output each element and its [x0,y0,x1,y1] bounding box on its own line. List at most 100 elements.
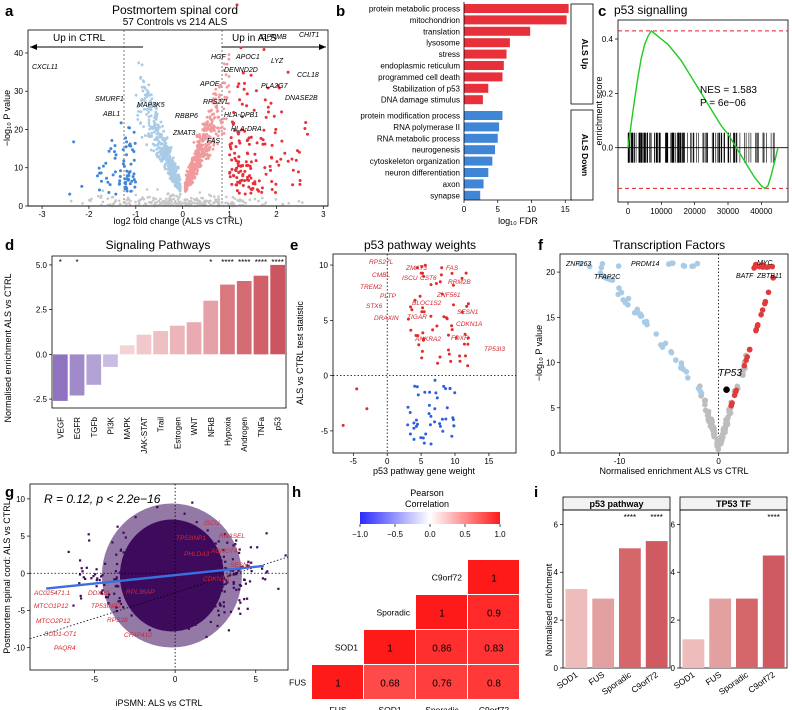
d-ytick-label: -2.5 [33,395,47,404]
g-density-cell [187,593,190,596]
volcano-point-sig-up [270,188,274,191]
g-density-cell [157,554,160,557]
volcano-point-up [187,183,191,186]
volcano-point-ns [233,197,237,200]
g-density-cell [217,540,220,543]
volcano-point-down [169,146,173,149]
i-xtick-label: C9orf72 [746,669,777,695]
volcano-point-ns [213,201,216,204]
volcano-point-down [175,178,179,182]
g-density-cell [163,604,166,607]
volcano-point-down [140,63,144,67]
h-col-label: FUS [330,705,347,710]
gene-gpnmb: GPNMB [261,34,287,41]
g-density-cell [222,605,225,608]
g-density-cell [207,574,210,578]
f-point-down [597,270,604,276]
g-density-cell [100,575,103,578]
g-density-cell [164,551,167,555]
g-density-cell [199,578,202,582]
volcano-point-sig-up [236,164,240,168]
g-density-cell [179,535,182,538]
volcano-point-ns [177,200,180,203]
panel-f-frame [559,253,789,454]
g-density-cell [246,597,249,600]
g-density-cell [184,558,187,561]
g-gene-iscu: ISCU [204,520,220,527]
volcano-point-sig-down [68,192,72,196]
g-density-cell [133,589,136,592]
g-density-cell [139,580,143,583]
d-bar [119,345,135,355]
volcano-point-ns [172,197,176,201]
h-cell-value: 0.8 [487,679,501,690]
g-density-cell [187,604,190,607]
panel-a-xlabel: log2 fold change (ALS vs CTRL) [113,216,242,226]
volcano-point-down [162,150,166,154]
g-density-cell [200,584,203,587]
volcano-point-sig-up [241,184,245,187]
volcano-point-up [186,174,189,177]
panel-f-title: Transcription Factors [613,238,725,252]
panel-c-ylabel: enrichment score [594,76,604,145]
volcano-point-sig-up [228,171,232,175]
g-ytick-label: 10 [16,495,25,504]
volcano-point-up [214,100,218,104]
volcano-point-sig-down [119,121,123,125]
g-density-cell [226,541,229,544]
e-point-down [406,423,410,427]
h-cell-value: 0.86 [432,644,452,655]
gene-zmat3: ZMAT3 [172,130,196,137]
g-density-cell [203,556,206,559]
panel-g-xlabel: iPSMN: ALS vs CTRL [115,698,202,708]
volcano-point-down [162,144,166,147]
gene-lyz: LYZ [271,58,284,65]
f-point-down [685,375,691,381]
volcano-point-sig-up [280,110,284,114]
volcano-point-sig-up [230,158,234,162]
g-density-cell [265,571,268,574]
f-point-down [638,313,645,319]
g-density-cell [169,537,172,540]
volcano-point-ns [171,203,174,207]
volcano-point-sig-up [234,145,238,149]
f-point-up [746,346,753,353]
volcano-point-sig-down [107,191,111,194]
g-density-cell [261,577,264,580]
f-point-up [728,402,735,409]
volcano-point-sig-down [107,149,111,153]
g-ytick-label: -5 [18,606,26,615]
volcano-point-down [155,147,159,151]
g-density-cell [167,585,170,588]
g-density-cell [167,528,170,531]
g-density-cell [166,561,169,564]
g-density-cell [248,580,252,583]
f-gene-tp53: TP53 [718,368,742,379]
g-density-cell [117,600,120,603]
volcano-point-sig-up [260,190,264,194]
volcano-point-up [210,108,213,112]
g-density-cell [206,579,209,582]
g-density-cell [223,577,226,580]
volcano-point-sig-up [286,70,290,74]
volcano-point-ns [97,194,100,198]
volcano-point-sig-up [277,163,281,167]
volcano-point-down [149,105,153,109]
g-density-cell [191,590,194,593]
volcano-point-sig-up [246,163,250,167]
g-density-cell [215,575,218,578]
i-ytick-label: 0 [554,664,559,673]
g-density-cell [184,559,187,562]
volcano-point-down [145,108,149,111]
g-density-cell [209,591,212,594]
f-ytick-label: 0 [551,449,556,458]
g-density-cell [147,568,150,571]
panel-a-points [68,3,309,208]
volcano-point-sig-up [256,188,259,192]
h-cell-value: 0.68 [380,679,400,690]
volcano-point-sig-down [72,140,76,144]
g-density-cell [143,605,146,608]
g-density-cell [191,501,194,504]
panel-e: p53 pathway weights -5 0 5 10 15 -5 0 5 10 RPS27… [295,238,517,476]
volcano-point-sig-up [254,89,258,93]
